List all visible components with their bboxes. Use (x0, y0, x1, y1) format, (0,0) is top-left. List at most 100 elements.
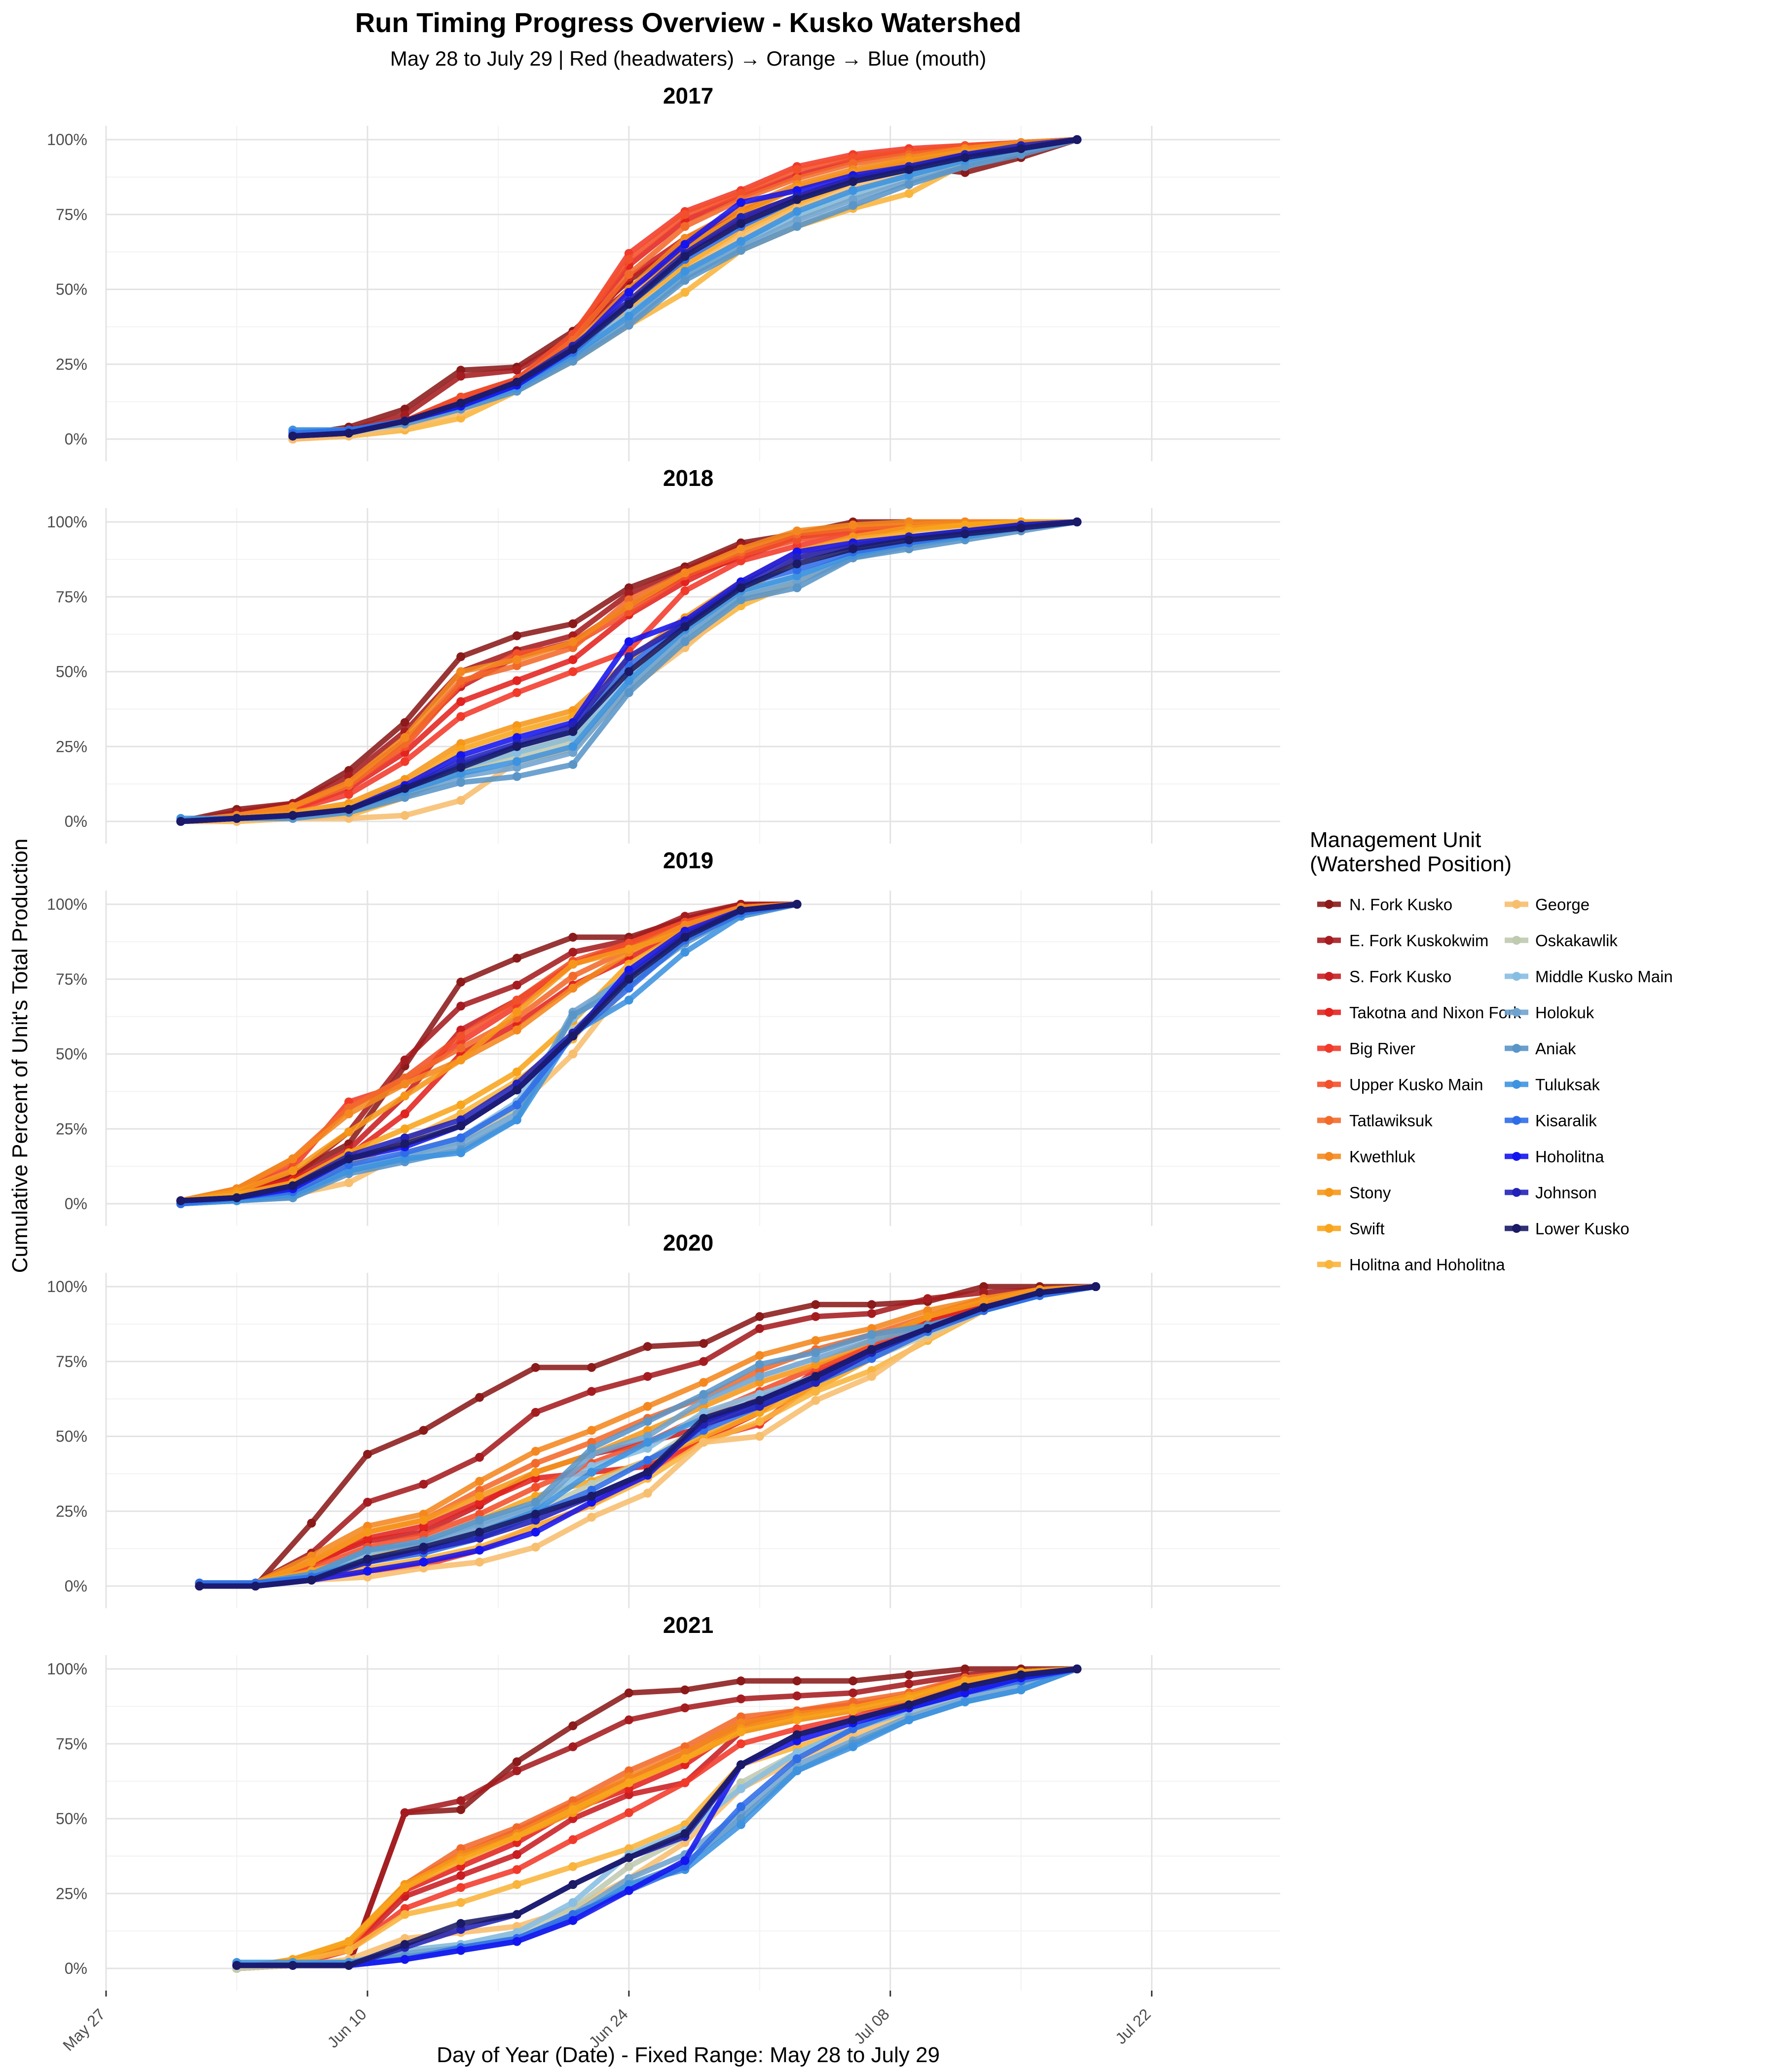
data-point (456, 977, 466, 987)
data-point (400, 1883, 409, 1892)
legend-swatch-point (1512, 900, 1521, 909)
data-point (475, 1546, 484, 1555)
data-point (904, 1679, 914, 1689)
data-point (568, 760, 578, 769)
data-point (456, 697, 466, 706)
data-point (755, 1312, 764, 1321)
data-point (456, 1883, 466, 1892)
data-point (531, 1482, 540, 1492)
legend-item: Tuluksak (1505, 1075, 1600, 1094)
data-point (456, 1805, 466, 1814)
data-point (400, 1124, 409, 1134)
data-point (624, 321, 633, 330)
data-point (400, 1940, 409, 1949)
data-point (568, 960, 578, 969)
legend-item: Aniak (1505, 1039, 1576, 1058)
data-point (736, 595, 745, 604)
data-point (736, 1802, 745, 1812)
data-point (680, 1778, 690, 1787)
series-line (234, 1666, 1080, 1968)
series-lower-kusko (176, 900, 802, 1205)
data-point (811, 1372, 820, 1381)
data-point (456, 1856, 466, 1865)
data-point (736, 1739, 745, 1748)
series-line (290, 137, 1080, 433)
data-point (587, 1363, 596, 1372)
data-point (475, 1527, 484, 1537)
data-point (344, 1127, 353, 1137)
data-point (512, 1937, 521, 1946)
data-point (475, 1491, 484, 1501)
data-point (512, 1100, 521, 1110)
data-point (979, 1303, 988, 1312)
data-point (792, 195, 802, 204)
legend-label: Oskakawlik (1535, 931, 1618, 950)
data-point (755, 1324, 764, 1333)
data-point (736, 906, 745, 915)
y-tick-label: 50% (56, 1810, 87, 1828)
data-point (624, 255, 633, 264)
data-point (456, 1898, 466, 1907)
data-point (400, 1109, 409, 1118)
series-line (178, 901, 800, 1204)
y-tick-label: 50% (56, 281, 87, 298)
data-point (587, 1468, 596, 1477)
data-point (736, 1820, 745, 1829)
legend: Management Unit (Watershed Position) N. … (1310, 828, 1673, 1274)
data-point (456, 399, 466, 408)
data-point (568, 655, 578, 665)
series-line (290, 137, 1080, 439)
data-point (288, 1166, 297, 1176)
y-tick-label: 100% (47, 131, 87, 148)
series-aniak (288, 135, 1082, 438)
data-point (624, 312, 633, 321)
data-point (419, 1480, 428, 1489)
data-point (680, 1856, 690, 1865)
data-point (624, 1715, 633, 1725)
data-point (568, 984, 578, 993)
data-point (512, 655, 521, 665)
legend-label: Middle Kusko Main (1535, 967, 1673, 986)
data-point (344, 790, 353, 799)
legend-swatch-point (1512, 1188, 1521, 1197)
data-point (456, 1871, 466, 1880)
data-point (736, 198, 745, 207)
data-point (849, 1688, 857, 1698)
data-point (643, 1438, 652, 1447)
data-point (344, 805, 353, 814)
data-point (680, 1685, 690, 1695)
y-tick-label: 75% (56, 206, 87, 223)
data-point (1091, 1282, 1101, 1291)
y-tick-label: 75% (56, 1353, 87, 1370)
data-point (1016, 1670, 1026, 1680)
data-point (904, 180, 914, 189)
data-point (456, 1100, 466, 1110)
data-point (849, 1742, 857, 1751)
data-point (624, 1853, 633, 1862)
data-point (400, 1139, 409, 1148)
x-tick-label: Jul 22 (1112, 2005, 1154, 2047)
data-point (680, 948, 690, 957)
data-point (288, 1154, 297, 1163)
series-line (290, 137, 1080, 436)
x-axis-label: Day of Year (Date) - Fixed Range: May 28… (437, 2043, 940, 2067)
legend-label: Tuluksak (1535, 1075, 1600, 1094)
data-point (531, 1407, 540, 1417)
panel-2020: 2020 0% 25% 50% 75% 100% (47, 1230, 1280, 1608)
legend-swatch-point (1512, 1116, 1521, 1125)
series-line (178, 901, 800, 1204)
series-tuluksak (232, 1665, 1082, 1967)
data-point (568, 619, 578, 629)
data-point (849, 201, 857, 210)
data-point (680, 288, 690, 297)
y-tick-label: 0% (65, 813, 87, 830)
data-point (512, 1910, 521, 1919)
data-point (792, 583, 802, 592)
data-point (512, 1865, 521, 1874)
data-point (512, 1025, 521, 1035)
y-tick-label: 75% (56, 970, 87, 988)
data-point (531, 1510, 540, 1519)
legend-label: S. Fork Kusko (1349, 967, 1451, 986)
data-point (568, 1049, 578, 1059)
data-point (512, 954, 521, 963)
